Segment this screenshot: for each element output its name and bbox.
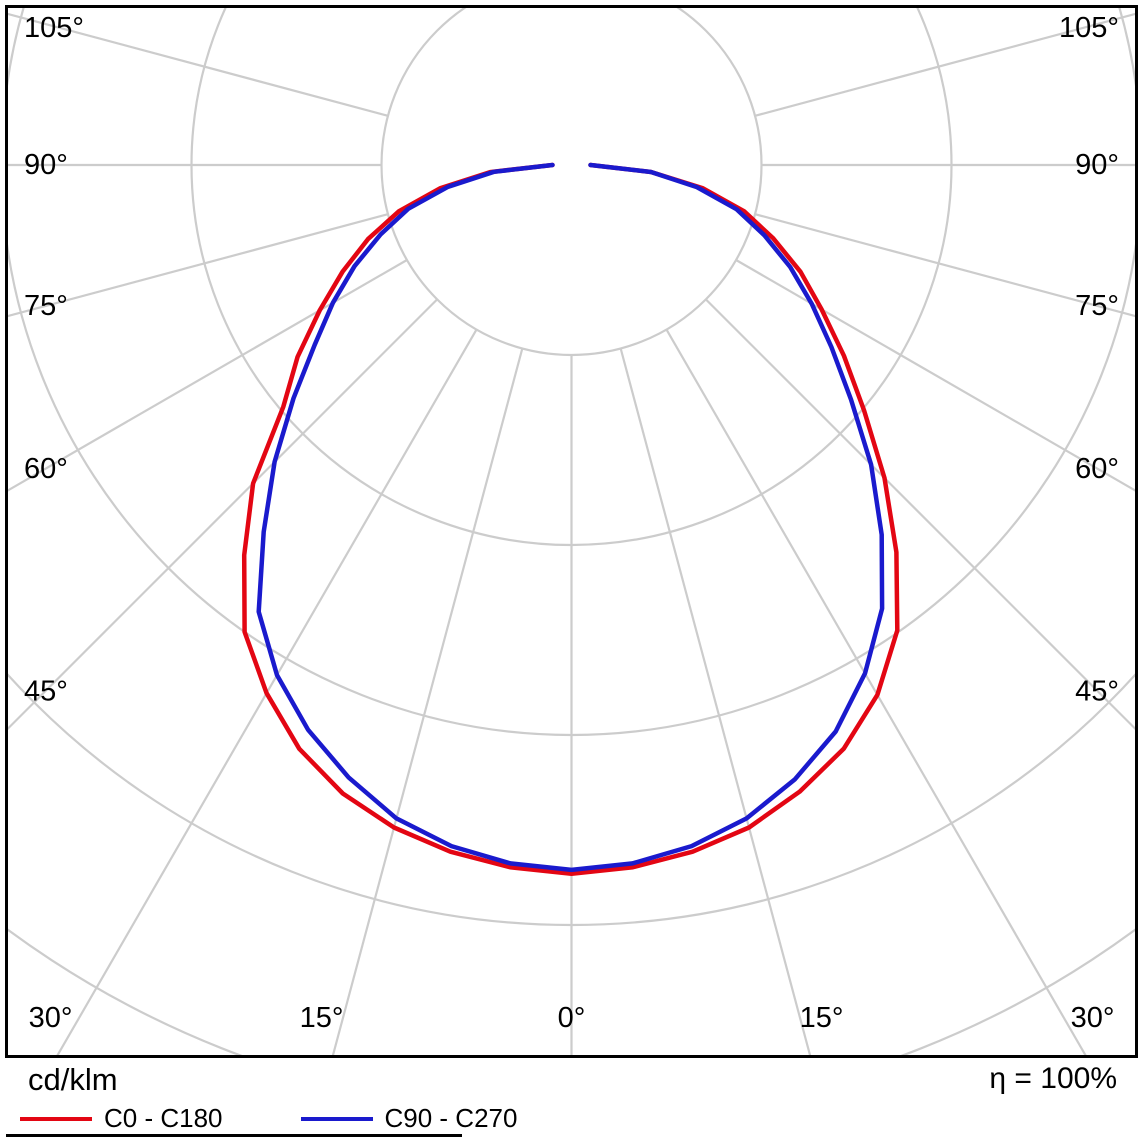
grid-ray <box>8 259 408 492</box>
angle-label: 60° <box>1075 453 1119 485</box>
c90-c270-line-swatch <box>300 1116 373 1121</box>
units-label: cd/klm <box>28 1062 118 1097</box>
angle-label: 0° <box>558 1002 586 1034</box>
grid-ray <box>56 328 478 1055</box>
angle-label: 45° <box>24 676 68 708</box>
angle-label: 105° <box>1059 12 1119 44</box>
curve-c0-c180 <box>241 162 900 876</box>
legend-label-c0-c180: C0 - C180 <box>104 1103 223 1133</box>
light-output-ratio-label: η = 100% <box>989 1062 1117 1095</box>
grid-ray <box>735 259 1135 492</box>
grid-ray <box>8 213 389 318</box>
grid-ray <box>8 298 438 731</box>
grid-ring <box>380 8 763 357</box>
intensity-curves <box>241 162 900 876</box>
grid-ray <box>665 328 1087 1055</box>
legend-item-c0-c180: C0 - C180 <box>20 1103 223 1134</box>
legend-label-c90-c270: C90 - C270 <box>384 1103 518 1133</box>
grid-ray <box>331 348 524 1055</box>
angle-label: 105° <box>24 12 84 44</box>
angle-label: 15° <box>300 1002 344 1034</box>
legend: C0 - C180 C90 - C270 <box>20 1103 517 1134</box>
legend-item-c90-c270: C90 - C270 <box>300 1103 518 1134</box>
c0-c180-line-swatch <box>20 1116 92 1121</box>
legend-underline <box>6 1134 462 1137</box>
angle-label: 30° <box>1071 1002 1115 1034</box>
plot-frame <box>5 5 1138 1058</box>
angle-label: 30° <box>29 1002 73 1034</box>
angle-label: 45° <box>1075 676 1119 708</box>
grid-ray <box>619 348 812 1055</box>
angle-label: 90° <box>24 149 68 181</box>
angle-label: 90° <box>1075 149 1119 181</box>
curve-c90-c270 <box>256 162 885 873</box>
angle-label: 60° <box>24 453 68 485</box>
angle-axis-labels: 105° 90° 75° 60° 45° 105° 90° 75° 60° 45° 30° 15° 0°… <box>24 12 1119 1034</box>
angle-label: 75° <box>1075 290 1119 322</box>
grid-ray <box>754 12 1135 117</box>
angle-label: 75° <box>24 290 68 322</box>
grid-ray <box>754 213 1135 318</box>
angle-label: 15° <box>800 1002 844 1034</box>
grid-ray <box>8 12 389 117</box>
